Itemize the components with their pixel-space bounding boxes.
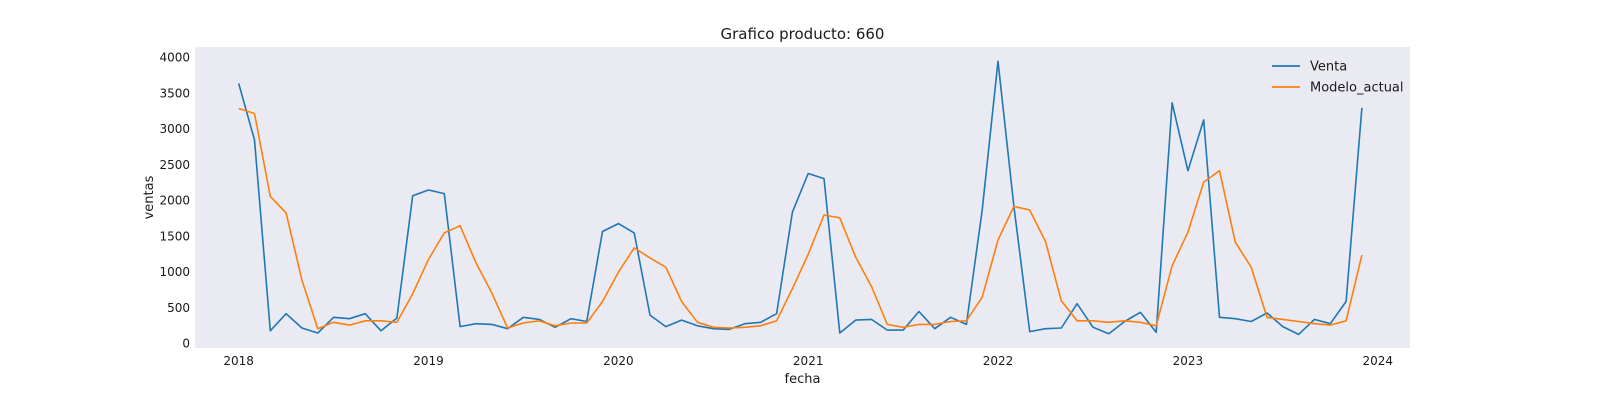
x-tick-label: 2020 xyxy=(603,354,634,368)
y-tick-label: 3500 xyxy=(159,86,190,100)
x-axis-label: fecha xyxy=(785,372,821,387)
y-tick-label: 500 xyxy=(167,301,190,315)
plot-area xyxy=(195,47,1410,348)
series-line-venta xyxy=(237,60,1363,336)
y-tick-label: 0 xyxy=(182,337,190,351)
x-tick-label: 2021 xyxy=(793,354,824,368)
y-tick-label: 3000 xyxy=(159,122,190,136)
x-tick-label: 2024 xyxy=(1362,354,1393,368)
y-axis-ticks: 0 500 1000 1500 2000 2500 3000 3500 4000 xyxy=(159,51,190,351)
series-lines xyxy=(237,60,1363,336)
y-tick-label: 1500 xyxy=(159,229,190,243)
y-tick-label: 2000 xyxy=(159,194,190,208)
series-line-modelo_actual xyxy=(238,107,1363,330)
legend: Venta Modelo_actual xyxy=(1272,60,1404,96)
legend-entry: Modelo_actual xyxy=(1310,81,1404,96)
chart-title: Grafico producto: 660 xyxy=(721,25,885,43)
y-tick-label: 4000 xyxy=(159,51,190,65)
x-tick-label: 2019 xyxy=(413,354,444,368)
y-axis-label: ventas xyxy=(142,175,157,219)
legend-entry: Venta xyxy=(1310,60,1347,75)
y-tick-label: 2500 xyxy=(159,158,190,172)
x-tick-label: 2018 xyxy=(223,354,254,368)
x-tick-label: 2022 xyxy=(983,354,1014,368)
x-tick-label: 2023 xyxy=(1173,354,1204,368)
y-tick-label: 1000 xyxy=(159,265,190,279)
x-axis-ticks: 2018 2019 2020 2021 2022 2023 2024 xyxy=(223,354,1393,368)
